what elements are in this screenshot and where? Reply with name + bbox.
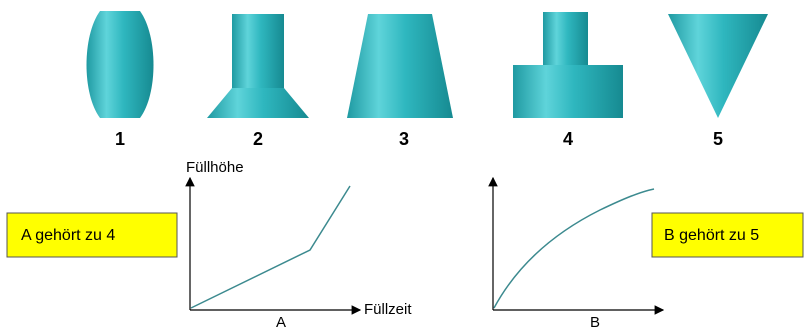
vessel-label: 2: [253, 129, 263, 149]
answer-text: B gehört zu 5: [664, 227, 759, 244]
diagram: 1 2 3 4 5 Füllhöhe Füllzeit A B A gehört…: [0, 0, 811, 331]
vessel-label: 3: [399, 129, 409, 149]
vessel-label: 1: [115, 129, 125, 149]
curve-a: [191, 186, 350, 308]
vessel-4: [513, 12, 623, 118]
vessel-2: [207, 14, 309, 118]
y-axis-label: Füllhöhe: [186, 159, 244, 176]
curve-b: [494, 189, 654, 308]
graph-name: A: [276, 314, 286, 331]
answer-text: A gehört zu 4: [21, 227, 115, 244]
vessel-3: [347, 14, 453, 118]
graph-name: B: [590, 314, 600, 331]
x-axis-label: Füllzeit: [364, 301, 412, 318]
vessel-label: 5: [713, 129, 723, 149]
vessel-1: [87, 11, 154, 118]
vessel-5: [668, 14, 768, 118]
vessel-label: 4: [563, 129, 573, 149]
